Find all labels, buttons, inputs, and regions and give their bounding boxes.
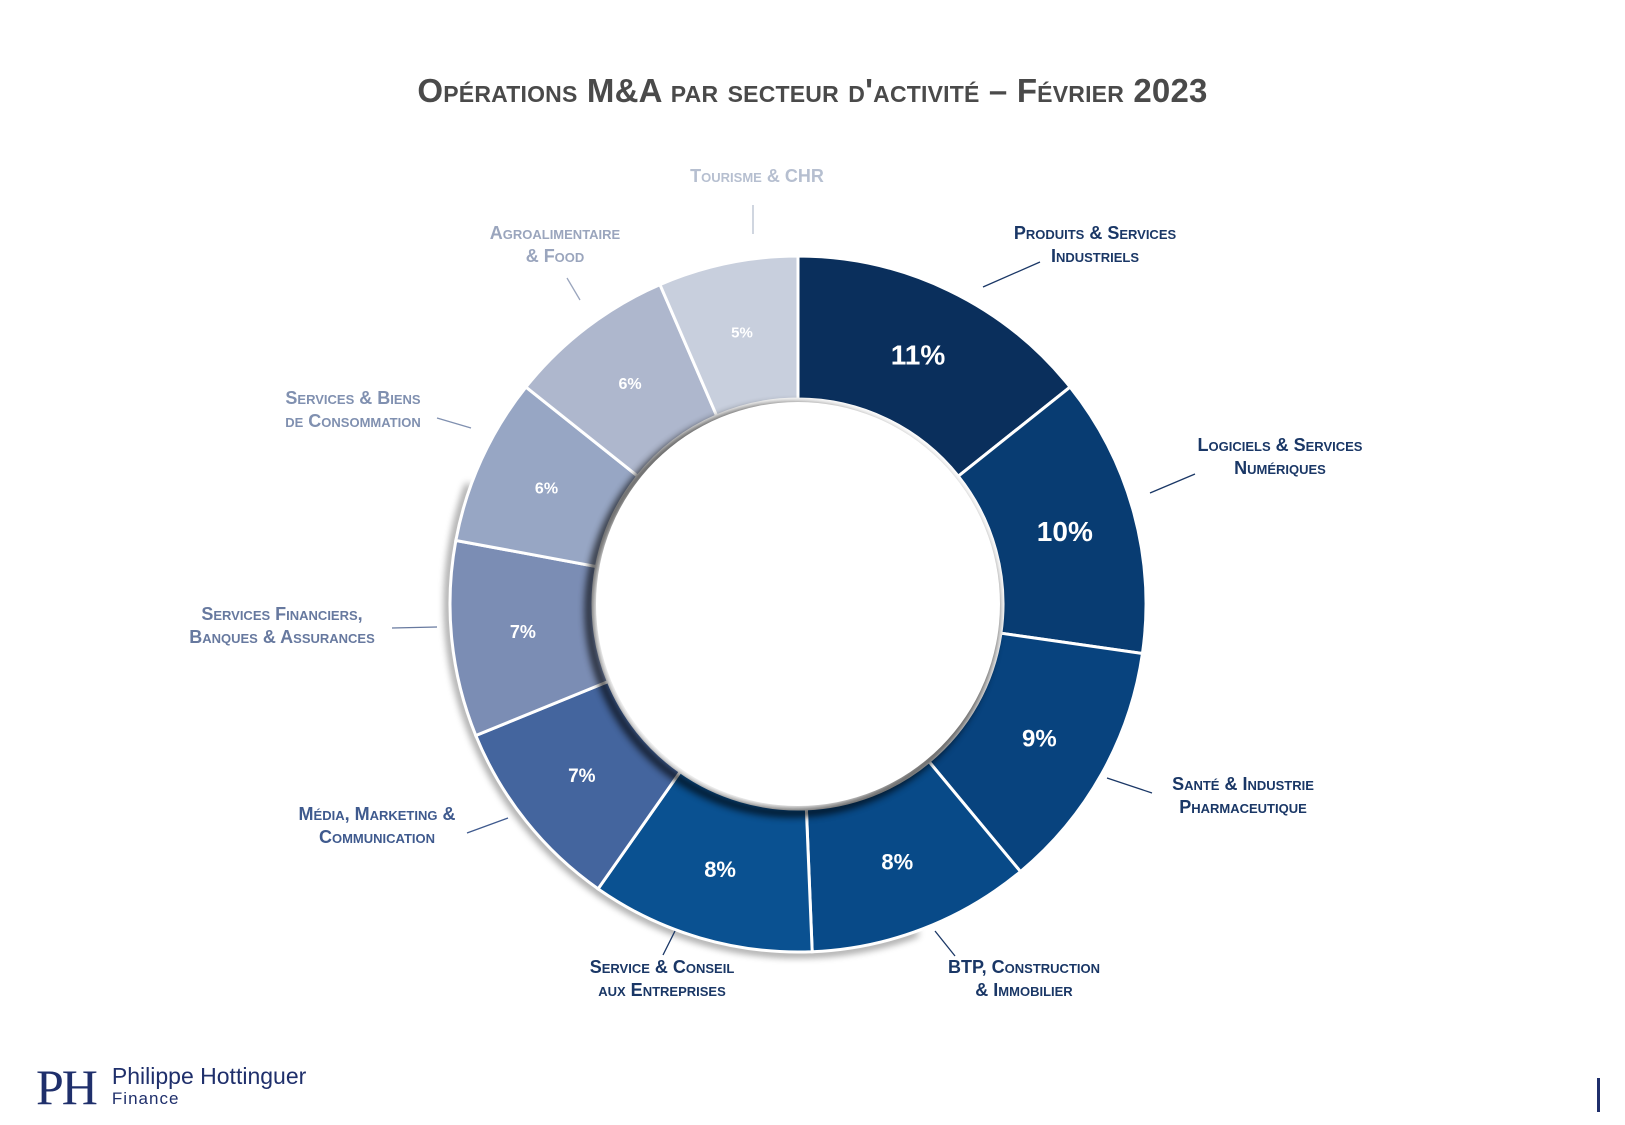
category-label: Produits & Services Industriels	[1014, 223, 1177, 266]
leader-line	[1106, 777, 1153, 794]
leader-line	[466, 817, 509, 834]
leader-line	[391, 626, 438, 629]
donut-hole	[596, 402, 1000, 806]
category-label: Service & Conseil aux Entreprises	[590, 957, 735, 1000]
segment-value-label: 9%	[1022, 725, 1057, 752]
leader-line	[982, 261, 1041, 288]
donut-outer-shadow	[445, 483, 919, 957]
leader-line	[566, 277, 581, 301]
leader-line	[934, 930, 956, 957]
leader-line	[1149, 473, 1196, 494]
logo-initials: PH	[36, 1059, 98, 1115]
segment-value-label: 8%	[704, 857, 736, 882]
category-label: Santé & Industrie Pharmaceutique	[1172, 774, 1314, 817]
category-label: Tourisme & CHR	[690, 166, 824, 186]
category-label: Services Financiers, Banques & Assurances	[189, 604, 375, 647]
segment-value-label: 10%	[1037, 516, 1093, 547]
segment-value-label: 7%	[568, 766, 596, 787]
segment-value-label: 5%	[731, 325, 753, 342]
category-label: BTP, Construction & Immobilier	[948, 957, 1100, 1000]
segment-value-label: 6%	[618, 376, 641, 393]
chart-title: Opérations M&A par secteur d'activité – …	[417, 72, 1208, 109]
company-name: Philippe Hottinguer	[111, 1063, 307, 1090]
company-logo: PH Philippe Hottinguer Finance	[36, 1062, 306, 1112]
segment-value-label: 8%	[881, 850, 913, 875]
segment-value-label: 7%	[510, 622, 536, 642]
segment-value-label: 6%	[535, 481, 558, 498]
category-label: Services & Biens de Consommation	[285, 388, 421, 431]
segment-value-label: 11%	[891, 339, 946, 370]
category-label: Média, Marketing & Communication	[299, 804, 456, 847]
company-sub: Finance	[111, 1089, 180, 1109]
page-marker	[1597, 1078, 1600, 1112]
category-label: Logiciels & Services Numériques	[1198, 435, 1363, 478]
category-label: Agroalimentaire & Food	[490, 223, 621, 266]
leader-line	[662, 930, 676, 956]
donut-segment	[796, 254, 1073, 479]
leader-line	[436, 417, 472, 429]
donut-segment	[657, 254, 800, 418]
